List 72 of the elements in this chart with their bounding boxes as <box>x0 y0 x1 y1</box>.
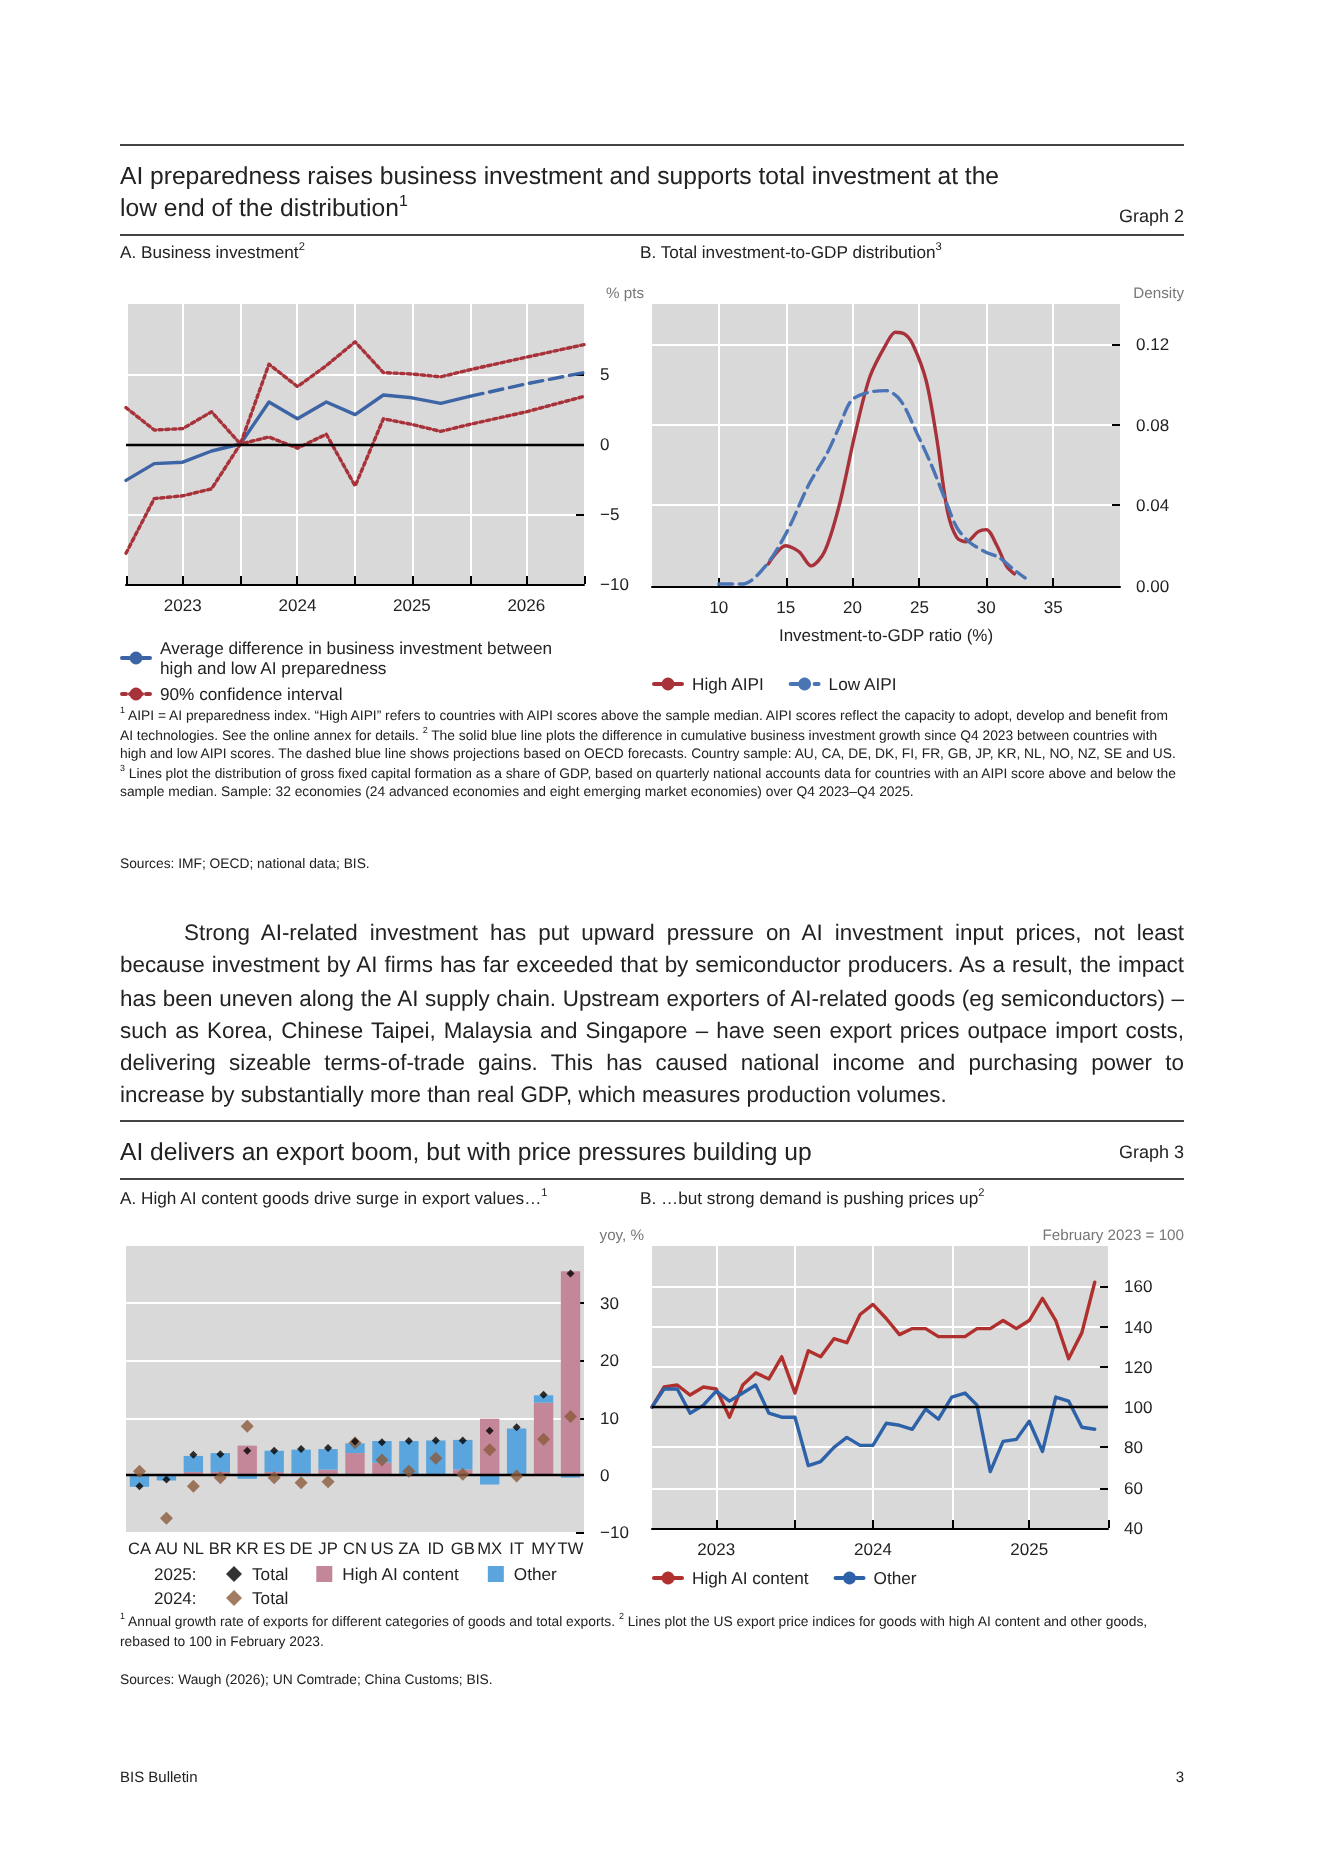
x-tick-label: 10 <box>709 597 729 617</box>
x-tick-label: 2024 <box>854 1539 893 1559</box>
x-tick-label: MX <box>477 1538 504 1558</box>
x-tick-label: BR <box>208 1538 232 1558</box>
x-tick-label: 2025 <box>392 595 432 615</box>
x-tick-label: 2025 <box>1010 1539 1049 1559</box>
x-tick-label: 2023 <box>163 595 203 615</box>
text: 2024: <box>154 1588 197 1608</box>
x-tick-label: 25 <box>909 597 930 617</box>
text: 2025: <box>154 1564 197 1584</box>
x-tick-label: CA <box>127 1538 152 1558</box>
legend-label: Total <box>252 1588 289 1608</box>
x-tick-label: JP <box>318 1538 339 1558</box>
y-tick-label: 20 <box>600 1350 620 1371</box>
y-tick-label: −10 <box>600 1522 630 1542</box>
x-tick-label: 15 <box>776 597 796 617</box>
y-tick-label: 0.00 <box>1136 576 1170 596</box>
x-tick-label: IT <box>509 1538 525 1558</box>
x-tick-label: 20 <box>843 597 863 617</box>
text: AI preparedness raises business investment and supports total investment at the low end of the distribution$^{1}$ <box>120 160 1002 224</box>
y-tick-label: 80 <box>1124 1437 1144 1458</box>
text: AI delivers an export boom, but with price pressures building up <box>120 1136 814 1168</box>
legend-label: Low AIPI <box>828 674 897 694</box>
legend-label: High AI content <box>342 1564 461 1584</box>
y-tick-label: 140 <box>1124 1316 1153 1337</box>
legend-label: Other <box>513 1564 558 1584</box>
y-tick-label: 30 <box>600 1293 620 1314</box>
x-tick-label: 2024 <box>278 595 317 615</box>
y-tick-label: 160 <box>1124 1276 1153 1297</box>
y-tick-label: 0 <box>600 434 610 454</box>
chart-title: B. …but strong demand is pushing prices up$^{2}$ <box>640 1188 985 1208</box>
y-tick-label: 100 <box>1124 1397 1153 1418</box>
y-tick-label: −10 <box>600 574 630 594</box>
y-tick-label: 60 <box>1124 1477 1144 1498</box>
legend-label: High AI content <box>692 1568 810 1588</box>
x-tick-label: 30 <box>976 597 997 617</box>
y-tick-label: 120 <box>1124 1356 1153 1377</box>
chart-title: A. Business investment$^{2}$ <box>120 242 305 262</box>
caption: Graph 3 <box>1118 1142 1184 1162</box>
x-tick-label: CN <box>343 1538 367 1558</box>
legend-label: Average difference in business investment between high and low AI preparedness <box>160 638 557 678</box>
legend-label: 90% confidence interval <box>160 684 343 704</box>
x-tick-label: ID <box>427 1538 445 1558</box>
x-axis-title: Investment-to-GDP ratio (%) <box>778 624 994 645</box>
legend-label: High AIPI <box>692 674 764 694</box>
y-tick-label: 40 <box>1124 1518 1144 1538</box>
x-tick-label: DE <box>289 1538 314 1558</box>
x-tick-label: ES <box>263 1538 287 1558</box>
chart-title: B. Total investment-to-GDP distribution$^{3}$ <box>640 242 942 262</box>
legend-label: Other <box>873 1568 917 1588</box>
caption: Graph 2 <box>1118 206 1184 226</box>
y-tick-label: 10 <box>600 1407 620 1428</box>
x-tick-label: TW <box>557 1538 584 1558</box>
chart-title: A. High AI content goods drive surge in export values…$^{1}$ <box>120 1188 548 1208</box>
text: Strong AI-related investment has put upward pressure on AI investment input prices, not least because investment by AI firms has far exceeded that by semiconductor producers. As a result, the impact has been uneven along the AI supply chain. Upstream exporters of AI-related goods (eg semiconductors) – such as Korea, Chinese Taipei, Malaysia and Singapore – have seen export prices outpace import costs, delivering sizeable terms-of-trade gains. This has caused national income and purchasing power to increase by substantially more than real GDP, which measures production volumes. <box>120 920 1184 1113</box>
x-tick-label: KR <box>235 1538 259 1558</box>
x-tick-label: AU <box>154 1538 178 1558</box>
x-tick-label: ZA <box>398 1538 421 1558</box>
y-tick-label: 5 <box>600 364 610 384</box>
x-tick-label: US <box>370 1538 395 1558</box>
x-tick-label: 35 <box>1043 597 1064 617</box>
y-tick-label: 0.12 <box>1136 334 1170 355</box>
legend-label: Total <box>252 1564 289 1584</box>
x-tick-label: 2026 <box>507 595 546 615</box>
x-tick-label: NL <box>182 1538 205 1558</box>
y-tick-label: 0 <box>600 1464 610 1485</box>
x-tick-label: GB <box>450 1538 476 1558</box>
x-tick-label: MY <box>531 1538 557 1558</box>
y-tick-label: 0.04 <box>1136 495 1170 516</box>
y-tick-label: −5 <box>600 504 620 524</box>
x-tick-label: 2023 <box>697 1539 736 1559</box>
y-tick-label: 0.08 <box>1136 414 1170 435</box>
